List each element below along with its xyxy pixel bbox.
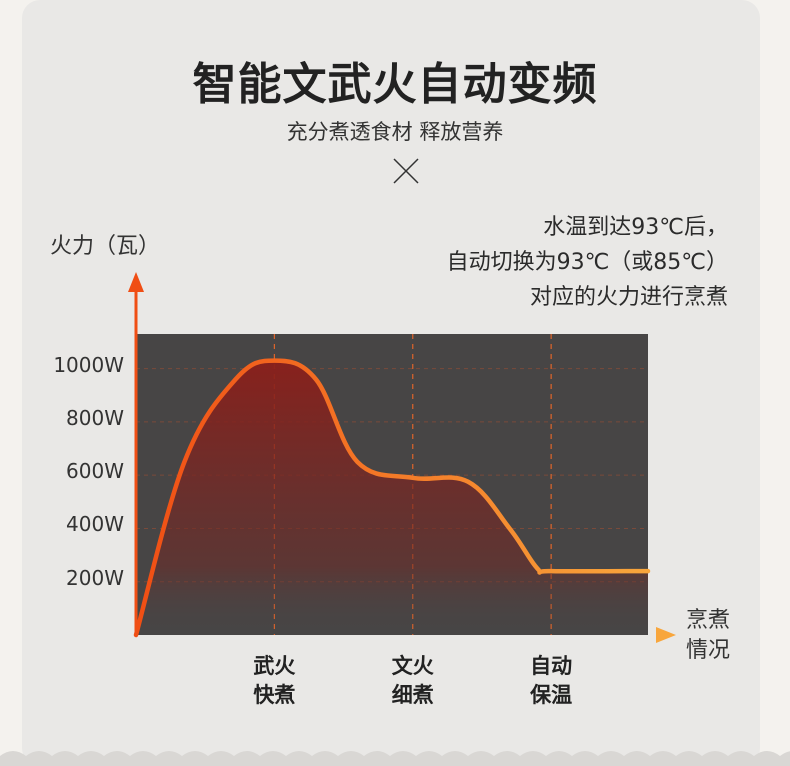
power-curve xyxy=(133,358,651,638)
scallop-border xyxy=(0,751,790,766)
phase-label-line: 快煮 xyxy=(253,683,296,707)
note-line: 对应的火力进行烹煮 xyxy=(529,285,728,310)
phase-label-line: 细煮 xyxy=(391,683,434,707)
y-axis-label: 火力（瓦） xyxy=(50,234,161,259)
x-axis-arrow-icon xyxy=(656,627,676,643)
y-tick-label: 1000W xyxy=(53,353,124,377)
note-line: 自动切换为93℃（或85℃） xyxy=(446,250,728,275)
y-tick-label: 400W xyxy=(66,512,124,536)
phase-label-line: 自动 xyxy=(530,654,573,678)
y-tick-label: 200W xyxy=(66,566,124,590)
power-area-fill xyxy=(136,360,648,635)
page-title: 智能文武火自动变频 xyxy=(192,59,598,110)
phase-label-line: 文火 xyxy=(391,654,434,678)
note-line: 水温到达93℃后， xyxy=(543,215,728,240)
y-axis-arrow-icon xyxy=(128,272,144,292)
phase-label-keep-warm: 自动 保温 xyxy=(511,652,591,710)
phase-label-line: 武火 xyxy=(253,654,296,678)
x-axis-label: 烹煮 情况 xyxy=(686,606,730,666)
cross-divider-icon xyxy=(393,158,419,184)
phase-label-high-heat: 武火 快煮 xyxy=(234,652,314,710)
y-tick-label: 600W xyxy=(66,459,124,483)
x-axis-label-line: 烹煮 xyxy=(686,608,731,633)
y-tick-label: 800W xyxy=(66,406,124,430)
phase-label-low-heat: 文火 细煮 xyxy=(373,652,453,710)
phase-label-line: 保温 xyxy=(530,683,573,707)
page-subtitle: 充分煮透食材 释放营养 xyxy=(286,120,504,144)
temperature-note: 水温到达93℃后， 自动切换为93℃（或85℃） 对应的火力进行烹煮 xyxy=(447,210,728,315)
x-axis-label-line: 情况 xyxy=(686,638,731,663)
scallop-shape xyxy=(0,751,790,766)
